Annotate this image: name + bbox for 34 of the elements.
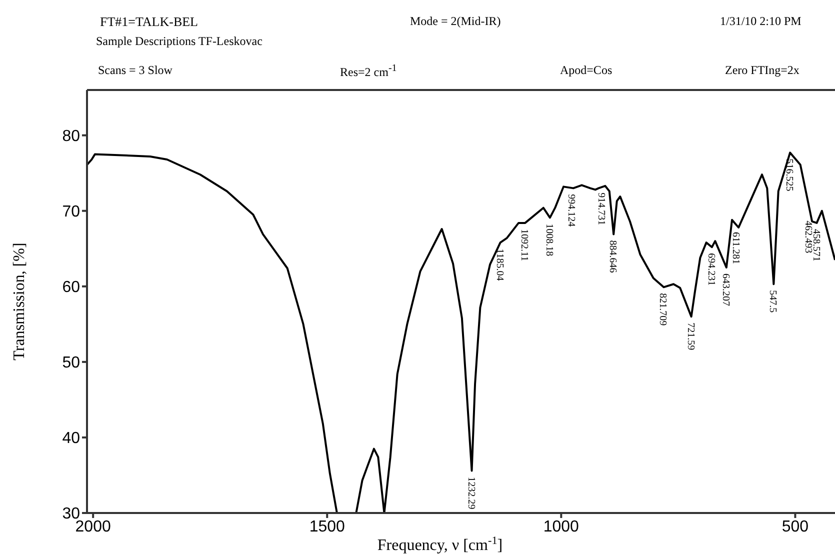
chart-title: FT#1=TALK-BEL [100,14,198,30]
y-tick-label: 70 [62,204,80,221]
annotation: 694.231 [705,253,716,286]
annotation: 884.646 [607,240,618,273]
text: Zero FTIng=2x [725,63,800,78]
annotation: 914.731 [595,192,606,226]
annotation: 1185.04 [494,248,505,281]
annotation: 1232.29 [465,476,476,510]
text: Apod=Cos [560,63,612,78]
y-tick-label: 40 [62,430,80,448]
x-tick-label: 1500 [309,518,346,536]
annotation: 462.493 [802,220,814,254]
text: Sample Descriptions TF-Leskovac [96,34,262,49]
x-tick-label: 1000 [543,518,580,536]
x-tick-label: 500 [782,518,809,536]
x-axis-title: Frequency, ν [cm$^{-1}$] [377,535,503,554]
y-tick-label: 50 [62,354,80,372]
y-axis-title: Transmission, [%] [11,242,28,360]
text: Scans = 3 Slow [98,63,172,78]
y-tick-label: 80 [62,128,80,145]
annotation: 547.5 [767,290,778,313]
annotation: 1008.18 [543,224,554,256]
text: Mode = 2(Mid-IR) [410,14,501,29]
annotation: 1092.11 [518,228,530,262]
annotation: 721.59 [684,322,696,350]
text: 1/31/10 2:10 PM [720,14,802,29]
y-tick-label: 60 [62,279,80,296]
annotation: 994.124 [565,194,576,227]
annotation: 611.281 [730,232,742,264]
annotation: 643.207 [720,274,731,306]
annotation: 821.709 [657,293,668,326]
text: Res=2 cm$^{-1}$ [340,63,397,80]
annotation: 516.525 [784,158,795,192]
x-tick-label: 2000 [75,518,111,536]
